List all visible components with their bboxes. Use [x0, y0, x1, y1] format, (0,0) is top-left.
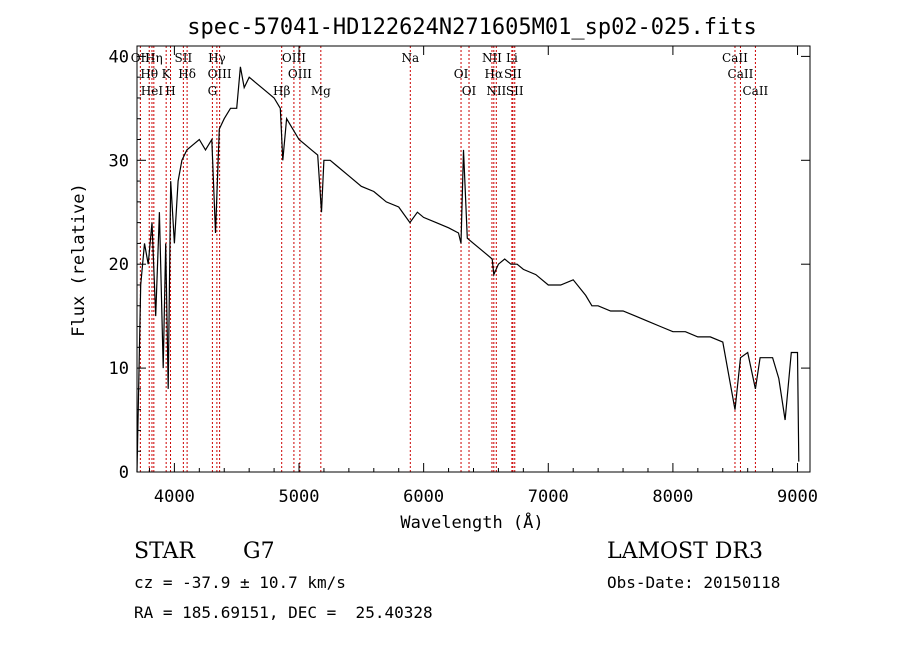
- spectral-line-label: CaII: [742, 84, 768, 98]
- x-tick-label: 9000: [777, 487, 818, 507]
- y-axis-label: Flux (relative): [69, 183, 89, 337]
- spectral-line-label: H: [165, 84, 175, 98]
- x-tick-label: 5000: [279, 487, 320, 507]
- survey-name: LAMOST DR3: [607, 539, 763, 564]
- redshift-velocity: cz = -37.9 ± 10.7 km/s: [134, 573, 346, 592]
- spectral-line-label: Hγ: [208, 51, 226, 65]
- spectral-line-label: OI: [454, 67, 469, 81]
- spectral-line-label: HeI: [141, 84, 164, 98]
- spectral-line-label: SII: [175, 51, 193, 65]
- spectral-line-label: Li: [506, 51, 518, 65]
- y-tick-label: 40: [109, 47, 129, 67]
- spectral-line-label: Hβ: [273, 84, 290, 98]
- spectral-line-label: Mg: [311, 84, 331, 98]
- spectral-line-label: OI: [462, 84, 477, 98]
- spectral-line-markers: [139, 46, 756, 472]
- y-axis: 0 10 20 30 40: [109, 47, 810, 483]
- spectral-line-label: K: [162, 67, 172, 81]
- observation-date: Obs-Date: 20150118: [607, 573, 781, 592]
- spectral-line-labels: OII Hθ HeI Hη KH SII Hδ G Hγ OIII Hβ OIII OIII Mg Na OI…: [131, 51, 769, 98]
- x-tick-label: 7000: [528, 487, 569, 507]
- spectral-line-label: Hδ: [178, 67, 196, 81]
- spectral-line-label: Na: [401, 51, 419, 65]
- spectral-line-label: SII: [504, 67, 522, 81]
- x-axis: 4000 5000 6000 7000 8000 9000: [148, 46, 818, 507]
- spectrum-line: [136, 66, 800, 473]
- object-subclass: G7: [243, 539, 275, 564]
- spectral-line-label: OII: [131, 51, 151, 65]
- x-tick-label: 8000: [652, 487, 693, 507]
- object-class: STAR: [134, 539, 195, 564]
- spectral-line-label: OIII: [288, 67, 312, 81]
- spectral-line-label: CaII: [728, 67, 754, 81]
- spectral-line-label: OIII: [282, 51, 306, 65]
- spectral-line-label: Hα: [485, 67, 504, 81]
- y-tick-label: 30: [109, 151, 129, 171]
- spectral-line-label: G: [208, 84, 218, 98]
- coordinates: RA = 185.69151, DEC = 25.40328: [134, 603, 433, 622]
- y-tick-label: 0: [119, 463, 129, 483]
- plot-frame: [136, 45, 811, 473]
- y-tick-label: 10: [109, 359, 129, 379]
- spectral-line-label: OIII: [208, 67, 232, 81]
- spectral-line-label: CaII: [722, 51, 748, 65]
- spectral-line-label: Hθ: [140, 67, 158, 81]
- y-tick-label: 20: [109, 255, 129, 275]
- spectral-line-label: Hη: [145, 51, 163, 65]
- spectral-line-label: SII: [506, 84, 524, 98]
- x-axis-label: Wavelength (Å): [400, 511, 543, 533]
- spectral-line-label: NII: [482, 51, 502, 65]
- x-tick-label: 4000: [154, 487, 195, 507]
- chart-title: spec-57041-HD122624N271605M01_sp02-025.f…: [187, 15, 757, 40]
- spectral-line-label: NII: [486, 84, 506, 98]
- x-tick-label: 6000: [403, 487, 444, 507]
